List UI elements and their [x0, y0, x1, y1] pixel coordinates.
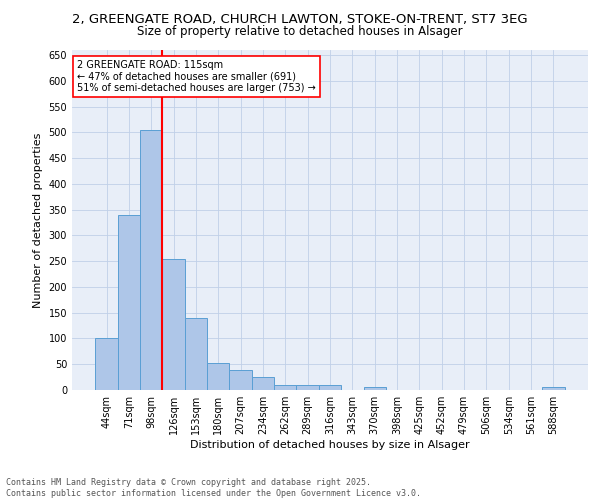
Text: Contains HM Land Registry data © Crown copyright and database right 2025.
Contai: Contains HM Land Registry data © Crown c…: [6, 478, 421, 498]
Bar: [296, 385, 319, 390]
Y-axis label: Number of detached properties: Number of detached properties: [33, 132, 43, 308]
Bar: [118, 215, 140, 390]
Bar: [364, 388, 386, 390]
Text: 2 GREENGATE ROAD: 115sqm
← 47% of detached houses are smaller (691)
51% of semi-: 2 GREENGATE ROAD: 115sqm ← 47% of detach…: [77, 60, 316, 94]
Bar: [229, 370, 252, 390]
Text: 2, GREENGATE ROAD, CHURCH LAWTON, STOKE-ON-TRENT, ST7 3EG: 2, GREENGATE ROAD, CHURCH LAWTON, STOKE-…: [72, 12, 528, 26]
Bar: [274, 385, 296, 390]
Bar: [185, 318, 207, 390]
Bar: [140, 130, 163, 390]
Text: Size of property relative to detached houses in Alsager: Size of property relative to detached ho…: [137, 25, 463, 38]
Bar: [319, 385, 341, 390]
Bar: [542, 388, 565, 390]
Bar: [163, 258, 185, 390]
X-axis label: Distribution of detached houses by size in Alsager: Distribution of detached houses by size …: [190, 440, 470, 450]
Bar: [95, 338, 118, 390]
Bar: [252, 377, 274, 390]
Bar: [207, 362, 229, 390]
